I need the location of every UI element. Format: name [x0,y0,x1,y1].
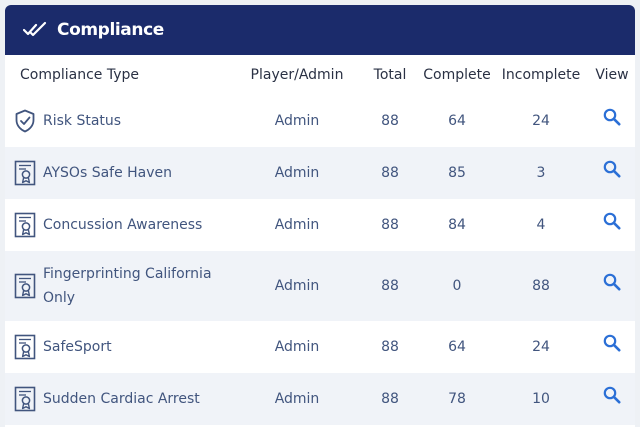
certificate-icon [14,273,36,299]
incomplete-cell: 3 [536,165,546,181]
view-search-icon[interactable] [601,106,623,128]
view-search-icon[interactable] [601,332,623,354]
column-header-incomplete[interactable]: Incomplete [501,67,581,83]
table-row: Fingerprinting California Only Admin 88 0 88 [5,251,635,321]
complete-cell: 64 [448,339,466,355]
total-cell: 88 [381,278,399,294]
view-cell [589,199,635,251]
view-search-icon[interactable] [601,271,623,293]
table-row: SafeSport Admin 88 64 24 [5,321,635,373]
incomplete-cell: 88 [532,278,550,294]
complete-cell: 85 [448,165,466,181]
view-cell [589,251,635,321]
view-cell [589,373,635,425]
table-row: Risk Status Admin 88 64 24 [5,95,635,147]
compliance-type-cell: SafeSport [5,321,235,373]
total-cell: 88 [381,217,399,233]
certificate-icon [14,212,36,238]
complete-cell: 78 [448,391,466,407]
player-admin-cell: Admin [274,165,320,181]
view-cell [589,147,635,199]
card-header: Compliance [5,5,635,55]
certificate-icon [14,334,36,360]
table-row: Sudden Cardiac Arrest Admin 88 78 10 [5,373,635,425]
incomplete-cell: 4 [536,217,546,233]
player-admin-cell: Admin [274,113,320,129]
player-admin-cell: Admin [274,391,320,407]
total-cell: 88 [381,165,399,181]
compliance-type-cell: Risk Status [5,95,235,147]
compliance-type-label: AYSOs Safe Haven [43,165,173,181]
incomplete-cell: 24 [532,339,550,355]
view-cell [589,95,635,147]
double-check-icon [23,20,49,40]
table-header-row: Compliance Type Player/Admin Total Compl… [5,55,635,95]
compliance-table: Compliance Type Player/Admin Total Compl… [5,55,635,425]
column-header-complete[interactable]: Complete [423,67,491,83]
column-header-total[interactable]: Total [373,67,407,83]
total-cell: 88 [381,391,399,407]
compliance-card: Compliance Compliance Type Player/Admin … [5,5,635,427]
player-admin-cell: Admin [274,217,320,233]
certificate-icon [14,386,36,412]
total-cell: 88 [381,339,399,355]
compliance-type-label: Concussion Awareness [43,217,203,233]
compliance-type-label: Fingerprinting California Only [43,266,212,306]
column-header-type[interactable]: Compliance Type [20,67,140,83]
certificate-icon [14,160,36,186]
view-search-icon[interactable] [601,158,623,180]
incomplete-cell: 24 [532,113,550,129]
player-admin-cell: Admin [274,339,320,355]
column-header-player-admin[interactable]: Player/Admin [250,67,344,83]
complete-cell: 0 [452,278,462,294]
compliance-type-label: Sudden Cardiac Arrest [43,391,200,407]
table-row: AYSOs Safe Haven Admin 88 85 3 [5,147,635,199]
card-title: Compliance [57,20,164,40]
player-admin-cell: Admin [274,278,320,294]
view-search-icon[interactable] [601,210,623,232]
table-row: Concussion Awareness Admin 88 84 4 [5,199,635,251]
complete-cell: 64 [448,113,466,129]
compliance-type-cell: AYSOs Safe Haven [5,147,235,199]
compliance-type-cell: Concussion Awareness [5,199,235,251]
column-header-view: View [595,67,629,83]
shield-check-icon [14,108,36,134]
incomplete-cell: 10 [532,391,550,407]
compliance-type-label: Risk Status [43,113,122,129]
view-search-icon[interactable] [601,384,623,406]
total-cell: 88 [381,113,399,129]
compliance-type-cell: Fingerprinting California Only [5,251,235,321]
complete-cell: 84 [448,217,466,233]
compliance-type-label: SafeSport [43,339,112,355]
view-cell [589,321,635,373]
compliance-type-cell: Sudden Cardiac Arrest [5,373,235,425]
